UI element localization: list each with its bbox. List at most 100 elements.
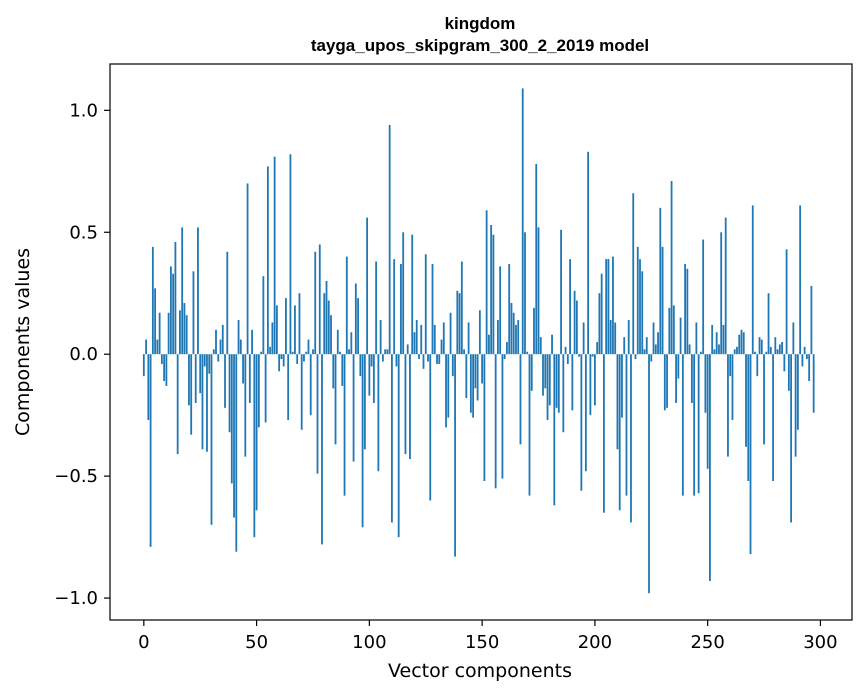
bar bbox=[235, 354, 238, 552]
bar bbox=[260, 351, 263, 355]
bar bbox=[627, 320, 630, 355]
bar bbox=[810, 285, 813, 355]
bar bbox=[472, 354, 475, 418]
bar bbox=[375, 261, 378, 355]
bar bbox=[142, 354, 145, 377]
bar bbox=[758, 337, 761, 355]
bar bbox=[192, 271, 195, 355]
bar bbox=[681, 354, 684, 496]
bar bbox=[659, 207, 662, 355]
bar bbox=[287, 354, 290, 421]
bar bbox=[535, 163, 538, 355]
bar bbox=[709, 354, 711, 581]
bar bbox=[600, 273, 603, 355]
bar bbox=[445, 354, 447, 428]
bar bbox=[497, 320, 499, 355]
bar bbox=[424, 254, 427, 355]
x-axis-label: Vector components bbox=[388, 660, 572, 682]
bar bbox=[377, 354, 380, 472]
bar bbox=[427, 354, 429, 362]
bar bbox=[641, 271, 644, 355]
bar bbox=[212, 349, 215, 355]
bar bbox=[185, 315, 188, 355]
bar bbox=[510, 302, 513, 355]
bar bbox=[447, 354, 450, 418]
bar bbox=[618, 354, 621, 511]
x-tick-label: 150 bbox=[465, 632, 499, 653]
bar bbox=[490, 224, 493, 355]
bar bbox=[467, 322, 470, 355]
plot-frame bbox=[109, 63, 853, 621]
bar bbox=[621, 354, 623, 418]
bar bbox=[623, 337, 626, 355]
bar bbox=[147, 354, 150, 421]
bar bbox=[230, 354, 233, 484]
bar bbox=[778, 344, 781, 355]
bar bbox=[751, 205, 754, 355]
y-tick-label: 0.0 bbox=[69, 344, 98, 365]
x-tick-label: 100 bbox=[352, 632, 386, 653]
bar bbox=[749, 354, 752, 555]
bar bbox=[372, 354, 375, 403]
bar bbox=[314, 251, 317, 355]
bar bbox=[368, 354, 371, 396]
bar bbox=[593, 354, 596, 406]
bar bbox=[226, 251, 229, 355]
bar bbox=[783, 354, 786, 372]
bar bbox=[801, 354, 804, 367]
bar bbox=[291, 351, 294, 355]
bar bbox=[616, 354, 619, 450]
bar bbox=[215, 329, 217, 355]
bar bbox=[201, 354, 204, 450]
bar bbox=[228, 354, 231, 433]
bar bbox=[242, 354, 244, 384]
bar bbox=[718, 344, 720, 355]
bar bbox=[654, 344, 657, 355]
bar bbox=[451, 354, 454, 377]
bar bbox=[769, 346, 772, 355]
bar bbox=[156, 339, 159, 355]
bar bbox=[553, 354, 556, 506]
bar bbox=[384, 349, 387, 355]
bar bbox=[686, 268, 689, 355]
y-tick-label: −1.0 bbox=[54, 588, 98, 609]
bar bbox=[151, 246, 154, 355]
bar bbox=[253, 354, 256, 538]
bar bbox=[736, 346, 738, 355]
bar bbox=[539, 337, 542, 355]
bar bbox=[670, 181, 673, 355]
bar bbox=[197, 227, 199, 355]
bar bbox=[339, 351, 341, 355]
bar bbox=[309, 354, 312, 416]
bar bbox=[580, 354, 583, 491]
bar bbox=[679, 317, 682, 355]
bar bbox=[379, 320, 382, 355]
bar bbox=[397, 354, 400, 538]
bar bbox=[474, 354, 477, 389]
bar bbox=[542, 354, 544, 396]
bar bbox=[402, 232, 405, 355]
bar bbox=[508, 263, 511, 355]
bar bbox=[763, 354, 765, 445]
bar bbox=[566, 354, 569, 364]
bar bbox=[483, 354, 486, 481]
bar bbox=[469, 354, 472, 413]
bar bbox=[305, 351, 308, 355]
bar bbox=[666, 354, 668, 408]
bar bbox=[603, 354, 605, 513]
bar bbox=[456, 290, 459, 355]
bar bbox=[731, 354, 734, 421]
bar bbox=[528, 354, 531, 496]
bar bbox=[533, 307, 535, 355]
bar bbox=[569, 259, 571, 355]
bar bbox=[298, 293, 301, 355]
bar bbox=[330, 315, 332, 355]
bar bbox=[478, 310, 481, 355]
bar bbox=[537, 227, 540, 355]
bar bbox=[391, 354, 393, 523]
bar bbox=[571, 354, 574, 411]
bar bbox=[415, 320, 418, 355]
y-axis: −1.0 −0.5 0.0 0.5 1.0 bbox=[54, 100, 110, 609]
bar bbox=[366, 217, 369, 355]
bar bbox=[515, 324, 517, 355]
